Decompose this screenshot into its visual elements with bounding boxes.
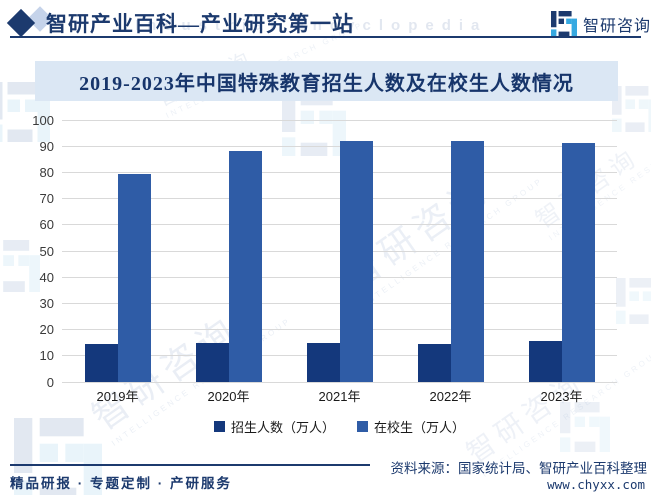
zhiyan-logo: 智研咨询: [551, 11, 651, 37]
bar-2021年-s0: [306, 342, 340, 382]
gridline: [62, 119, 617, 121]
zhiyan-logo-icon: [551, 11, 577, 37]
legend-swatch-icon: [213, 421, 225, 432]
x-axis-tick-label: 2019年: [96, 389, 139, 404]
legend-item: 在校生（万人）: [357, 417, 465, 436]
y-axis-tick-label: 30: [39, 295, 54, 311]
legend-label: 招生人数（万人）: [230, 420, 335, 435]
y-axis-tick-label: 100: [32, 112, 54, 128]
x-axis-tick-label: 2023年: [540, 389, 583, 404]
bar-2019年-s0: [84, 344, 118, 382]
footer-website-link[interactable]: www.chyxx.com: [547, 477, 645, 492]
chart-title: 2019-2023年中国特殊教育招生人数及在校生人数情况: [79, 72, 574, 95]
bar-2020年-s0: [195, 342, 229, 382]
legend-item: 招生人数（万人）: [213, 417, 335, 436]
x-axis-tick-label: 2022年: [429, 389, 472, 404]
bar-2021年-s1: [339, 140, 373, 382]
chart-legend: 招生人数（万人） 在校生（万人）: [62, 417, 617, 436]
footer-divider: [10, 464, 370, 466]
bar-2022年-s1: [450, 141, 484, 382]
y-axis-tick-label: 90: [39, 138, 54, 154]
header-divider: [10, 36, 641, 38]
y-axis-tick-label: 80: [39, 164, 54, 180]
legend-swatch-icon: [357, 421, 368, 432]
gridline: [62, 381, 617, 383]
x-axis-tick-label: 2021年: [318, 389, 361, 404]
brand-title: 智研产业百科—产业研究第一站: [46, 12, 354, 36]
zhiyan-logo-text: 智研咨询: [583, 18, 651, 35]
y-axis-tick-label: 50: [39, 243, 54, 259]
bar-2019年-s1: [117, 173, 151, 382]
brand-watermark-text: Industrial Encyclopedia: [135, 17, 488, 34]
legend-label: 在校生（万人）: [374, 420, 466, 435]
bar-2023年-s0: [528, 341, 562, 382]
footer-source: 资料来源：国家统计局、智研产业百科整理: [390, 461, 648, 476]
y-axis-tick-label: 70: [39, 191, 54, 207]
footer-services: 精品研报 · 专题定制 · 产研服务: [10, 476, 232, 491]
bar-2020年-s1: [228, 151, 262, 382]
y-axis-tick-label: 10: [39, 348, 54, 364]
bar-2023年-s1: [561, 143, 595, 382]
y-axis-tick-label: 0: [46, 374, 54, 390]
y-axis-tick-label: 60: [39, 217, 54, 233]
x-axis-tick-label: 2020年: [207, 389, 250, 404]
y-axis-tick-label: 40: [39, 269, 54, 285]
y-axis-tick-label: 20: [39, 322, 54, 338]
chart-title-band: 2019-2023年中国特殊教育招生人数及在校生人数情况: [35, 61, 618, 101]
bar-2022年-s0: [417, 343, 451, 382]
